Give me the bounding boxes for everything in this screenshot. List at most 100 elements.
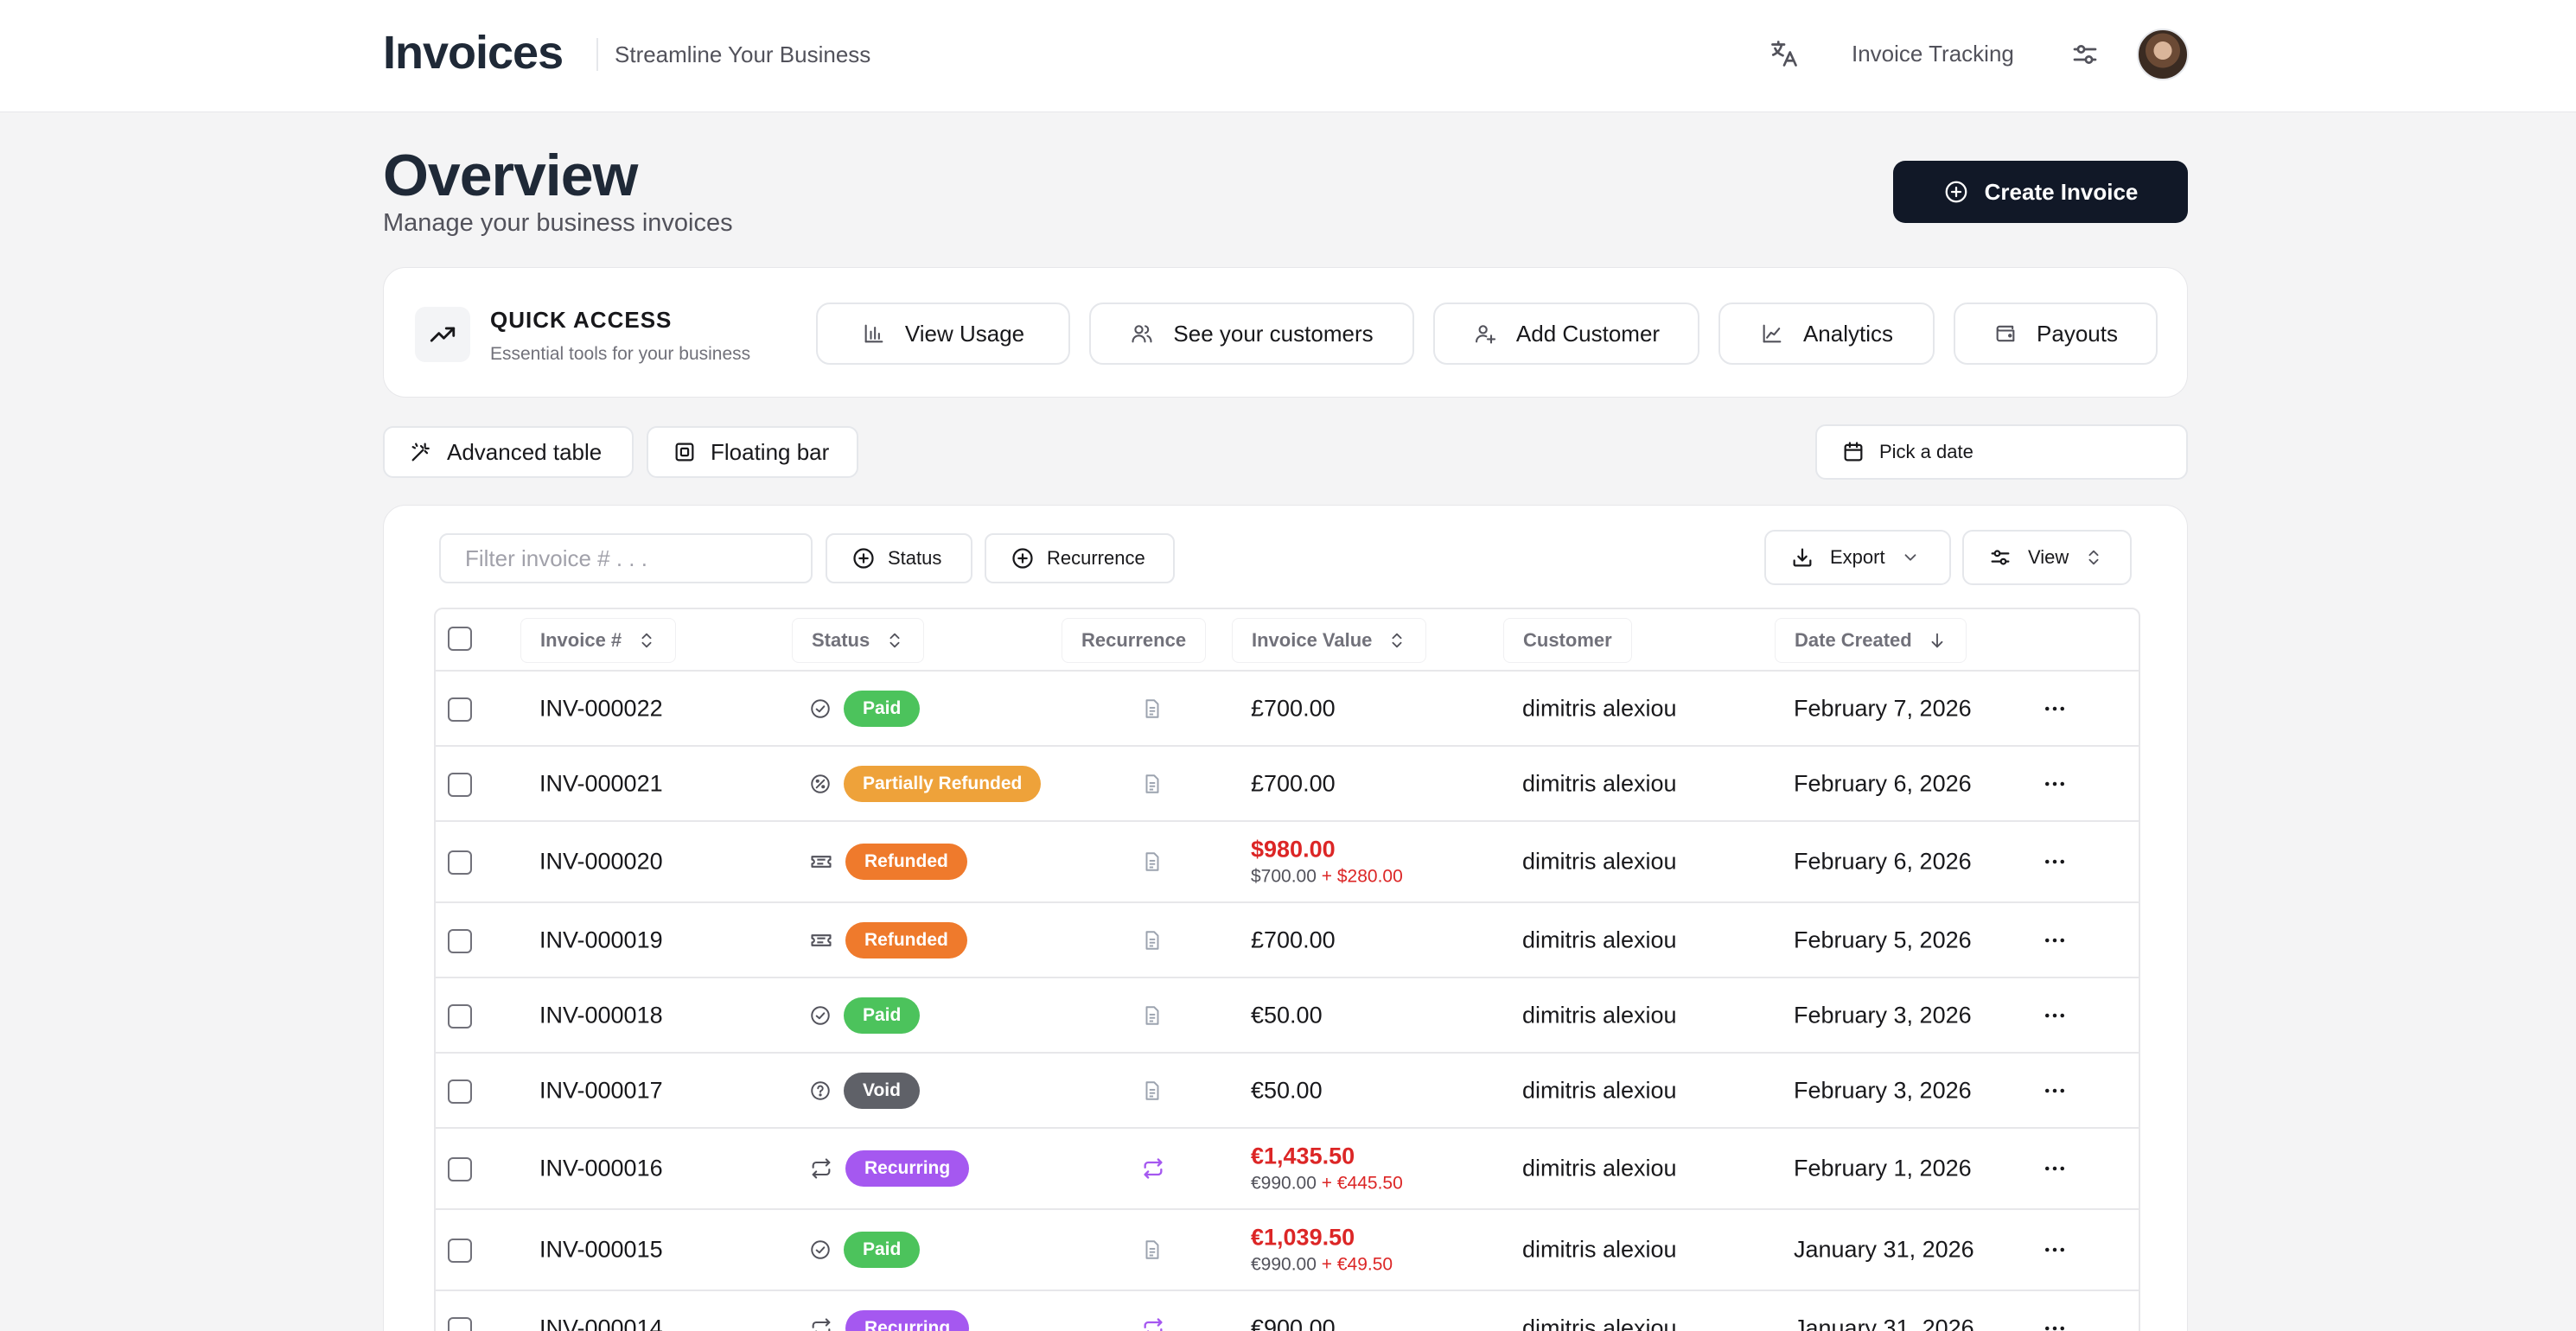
row-checkbox[interactable] (448, 1316, 472, 1331)
base-amount: $700.00 (1251, 866, 1317, 887)
table-row[interactable]: INV-000018 Paid €50.00 dimitris alexiou Febr… (436, 978, 2139, 1054)
invoice-filter-input[interactable] (439, 533, 813, 583)
status-badge: Recurring (845, 1309, 970, 1331)
row-checkbox[interactable] (448, 1003, 472, 1028)
floating-bar-button[interactable]: Floating bar (647, 426, 858, 478)
invoice-number[interactable]: INV-000014 (539, 1315, 663, 1331)
row-checkbox[interactable] (448, 697, 472, 722)
top-bar: Invoices Streamline Your Business Invoic… (0, 0, 2576, 112)
column-header-recurrence: Recurrence (1062, 618, 1207, 663)
translate-icon[interactable] (1769, 38, 1800, 69)
invoice-value-cell: $980.00 $700.00 + $280.00 (1251, 837, 1403, 888)
check-circle-icon (809, 697, 832, 720)
column-header-label: Status (812, 629, 870, 651)
row-checkbox[interactable] (448, 850, 472, 875)
invoice-number[interactable]: INV-000020 (539, 848, 663, 875)
more-horizontal-icon[interactable] (2042, 1156, 2068, 1181)
payouts-button[interactable]: Payouts (1954, 302, 2158, 365)
status-badge: Void (844, 1072, 920, 1109)
more-horizontal-icon[interactable] (2042, 1315, 2068, 1331)
row-checkbox[interactable] (448, 1157, 472, 1181)
column-header-label: Customer (1523, 629, 1612, 651)
help-circle-icon (809, 1079, 832, 1102)
document-icon (1141, 773, 1164, 795)
check-circle-icon (809, 1239, 832, 1261)
date-placeholder: Pick a date (1879, 441, 1973, 462)
row-checkbox[interactable] (448, 1079, 472, 1104)
sort-icon (1387, 631, 1406, 650)
invoice-number[interactable]: INV-000022 (539, 695, 663, 721)
extra-amount: + $280.00 (1321, 866, 1403, 887)
row-checkbox[interactable] (448, 772, 472, 797)
table-row[interactable]: INV-000020 Refunded $980.00 $700.00 + $280.… (436, 822, 2139, 903)
invoice-number[interactable]: INV-000018 (539, 1002, 663, 1028)
table-row[interactable]: INV-000021 Partially Refunded £700.00 dimit… (436, 747, 2139, 822)
document-icon (1141, 697, 1164, 720)
more-horizontal-icon[interactable] (2042, 771, 2068, 797)
analytics-button[interactable]: Analytics (1718, 302, 1935, 365)
repeat-icon (1141, 1156, 1165, 1181)
view-usage-button[interactable]: View Usage (816, 302, 1070, 365)
status-badge: Paid (844, 1232, 921, 1268)
chevron-down-icon (1901, 548, 1920, 567)
invoice-number[interactable]: INV-000019 (539, 927, 663, 952)
invoice-number[interactable]: INV-000016 (539, 1155, 663, 1181)
invoice-tracking-link[interactable]: Invoice Tracking (1852, 41, 2014, 67)
user-avatar[interactable] (2137, 29, 2189, 80)
invoice-number[interactable]: INV-000021 (539, 770, 663, 796)
column-header-value[interactable]: Invoice Value (1232, 618, 1427, 663)
more-horizontal-icon[interactable] (2042, 1237, 2068, 1263)
trending-up-icon (415, 307, 470, 362)
more-horizontal-icon[interactable] (2042, 696, 2068, 722)
date-created: February 6, 2026 (1794, 770, 1972, 796)
column-header-invoice[interactable]: Invoice # (520, 618, 677, 663)
page-title: Overview (383, 143, 638, 208)
table-row[interactable]: INV-000019 Refunded £700.00 dimitris alexio… (436, 903, 2139, 978)
table-row[interactable]: INV-000015 Paid €1,039.50 €990.00 + €49.50 d… (436, 1210, 2139, 1291)
document-icon (1141, 1239, 1164, 1261)
recurrence-filter-button[interactable]: Recurrence (985, 533, 1175, 583)
extra-amount: + €445.50 (1321, 1173, 1403, 1194)
invoices-table-card: Status Recurrence Export View (383, 505, 2188, 1331)
date-picker-button[interactable]: Pick a date (1815, 424, 2188, 480)
more-horizontal-icon[interactable] (2042, 1003, 2068, 1028)
row-checkbox[interactable] (448, 1239, 472, 1263)
table-row[interactable]: INV-000016 Recurring €1,435.50 €990.00 + €4… (436, 1129, 2139, 1210)
customer-name: dimitris alexiou (1522, 1077, 1677, 1103)
row-checkbox[interactable] (448, 928, 472, 953)
status-filter-button[interactable]: Status (826, 533, 972, 583)
add-customer-button[interactable]: Add Customer (1433, 302, 1699, 365)
download-icon (1790, 545, 1814, 570)
export-button[interactable]: Export (1764, 530, 1951, 585)
invoice-number[interactable]: INV-000015 (539, 1236, 663, 1263)
status-cell: Paid (809, 690, 921, 727)
document-icon (1141, 1004, 1164, 1027)
invoice-value-cell: €50.00 (1251, 1077, 1323, 1104)
settings-sliders-icon[interactable] (2069, 39, 2101, 70)
table-row[interactable]: INV-000022 Paid £700.00 dimitris alexiou Feb… (436, 672, 2139, 747)
table-row[interactable]: INV-000017 Void €50.00 dimitris alexiou Febr… (436, 1054, 2139, 1129)
panel-icon (673, 440, 697, 464)
add-customer-label: Add Customer (1515, 320, 1661, 347)
see-customers-button[interactable]: See your customers (1089, 302, 1414, 365)
invoice-value: £700.00 (1251, 770, 1336, 796)
status-badge: Recurring (845, 1150, 970, 1187)
select-all-checkbox[interactable] (448, 627, 472, 651)
date-created: January 31, 2026 (1794, 1315, 1974, 1331)
advanced-table-button[interactable]: Advanced table (383, 426, 634, 478)
more-horizontal-icon[interactable] (2042, 1078, 2068, 1104)
more-horizontal-icon[interactable] (2042, 849, 2068, 875)
line-chart-icon (1760, 322, 1784, 346)
table-row[interactable]: INV-000014 Recurring €900.00 dimitris alexi… (436, 1291, 2139, 1331)
view-options-button[interactable]: View (1962, 530, 2132, 585)
invoice-value-cell: €900.00 (1251, 1315, 1336, 1331)
column-header-status[interactable]: Status (792, 618, 925, 663)
column-header-date[interactable]: Date Created (1775, 618, 1967, 663)
invoice-number[interactable]: INV-000017 (539, 1077, 663, 1103)
date-created: February 7, 2026 (1794, 695, 1972, 721)
floating-bar-label: Floating bar (711, 438, 830, 465)
create-invoice-button[interactable]: Create Invoice (1893, 161, 2188, 223)
advanced-table-label: Advanced table (447, 438, 603, 465)
more-horizontal-icon[interactable] (2042, 927, 2068, 953)
quick-access-card: QUICK ACCESS Essential tools for your bu… (383, 267, 2188, 398)
